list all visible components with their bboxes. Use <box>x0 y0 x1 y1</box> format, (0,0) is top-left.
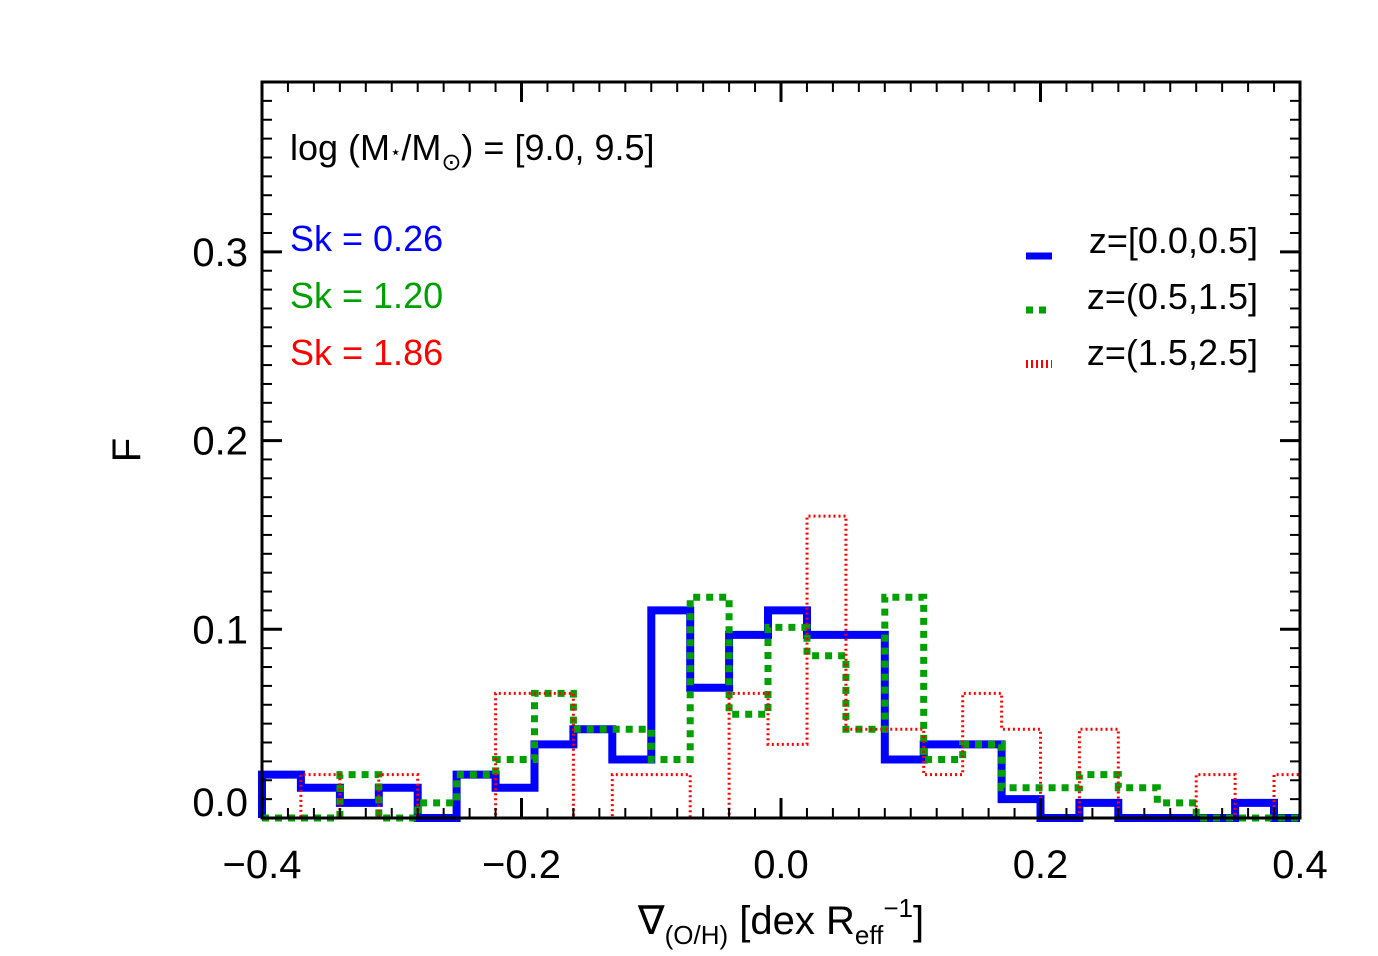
plot-frame <box>260 80 1302 820</box>
x-tick-label: −0.4 <box>223 843 302 887</box>
x-axis-label: ∇(O/H) [dex Reff−1] <box>637 893 924 950</box>
y-tick-label: 0.1 <box>192 608 248 652</box>
y-tick-label: 0.3 <box>192 231 248 275</box>
x-tick-label: −0.2 <box>482 843 561 887</box>
y-axis-label: F <box>105 438 149 462</box>
legend-label-blue: z=[0.0,0.5] <box>1089 220 1258 261</box>
series-layer <box>258 514 1300 822</box>
mass-range-label: log (M⋆/M⊙) = [9.0, 9.5] <box>290 127 655 176</box>
series-step-1 <box>262 593 1300 822</box>
y-tick-label: 0.2 <box>192 420 248 464</box>
series-step-0 <box>258 606 1300 822</box>
series-step-2 <box>262 514 1300 820</box>
x-tick-label: 0.2 <box>1013 843 1069 887</box>
legend-label-green: z=(0.5,1.5] <box>1087 276 1258 317</box>
x-tick-label: 0.4 <box>1272 843 1328 887</box>
skewness-green: Sk = 1.20 <box>290 275 443 316</box>
skewness-blue: Sk = 0.26 <box>290 218 443 259</box>
legend: z=[0.0,0.5] z=(0.5,1.5] z=(1.5,2.5] <box>1026 220 1258 373</box>
x-tick-label: 0.0 <box>753 843 809 887</box>
legend-label-red: z=(1.5,2.5] <box>1087 332 1258 373</box>
ticks-layer: −0.4 −0.2 0.0 0.2 0.4 0.0 0.1 0.2 0.3 <box>192 81 1328 887</box>
skewness-red: Sk = 1.86 <box>290 332 443 373</box>
y-tick-label: 0.0 <box>192 781 248 825</box>
